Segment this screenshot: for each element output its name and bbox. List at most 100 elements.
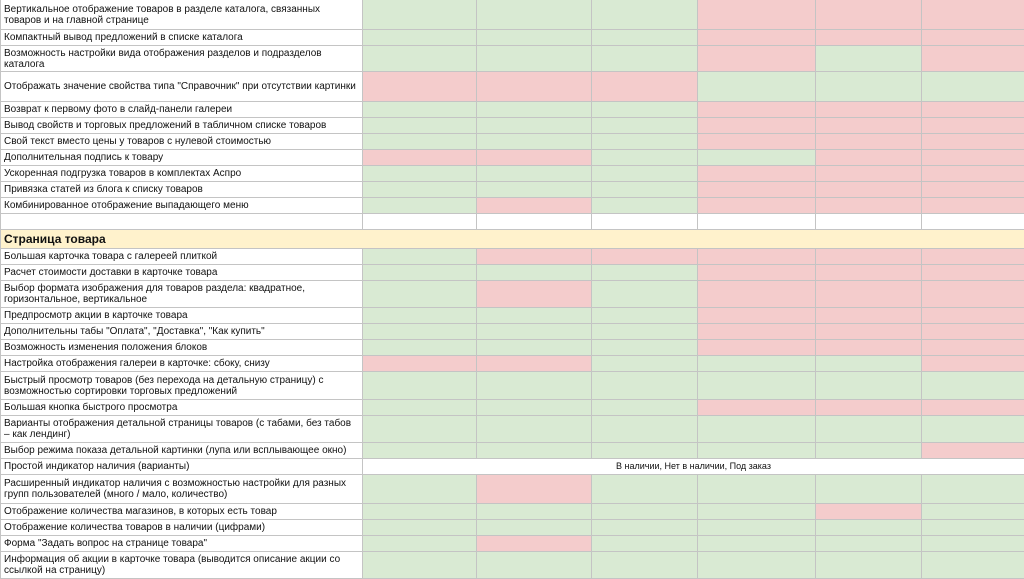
feature-no-cell[interactable] (592, 249, 698, 265)
feature-yes-cell[interactable] (816, 46, 922, 72)
feature-yes-cell[interactable] (477, 166, 592, 182)
feature-label[interactable]: Ускоренная подгрузка товаров в комплекта… (1, 166, 363, 182)
feature-yes-cell[interactable] (592, 520, 698, 536)
feature-no-cell[interactable] (816, 198, 922, 214)
feature-yes-cell[interactable] (363, 536, 477, 552)
feature-yes-cell[interactable] (363, 443, 477, 459)
feature-no-cell[interactable] (922, 400, 1024, 416)
feature-no-cell[interactable] (816, 340, 922, 356)
feature-yes-cell[interactable] (477, 372, 592, 400)
feature-yes-cell[interactable] (816, 520, 922, 536)
feature-no-cell[interactable] (477, 536, 592, 552)
feature-yes-cell[interactable] (698, 372, 816, 400)
feature-yes-cell[interactable] (922, 520, 1024, 536)
section-title[interactable]: Страница товара (1, 230, 1024, 249)
feature-yes-cell[interactable] (592, 443, 698, 459)
feature-label[interactable]: Информация об акции в карточке товара (в… (1, 552, 363, 579)
feature-label[interactable] (1, 214, 363, 230)
feature-no-cell[interactable] (698, 308, 816, 324)
feature-no-cell[interactable] (816, 324, 922, 340)
feature-yes-cell[interactable] (477, 0, 592, 30)
feature-yes-cell[interactable] (363, 324, 477, 340)
feature-no-cell[interactable] (698, 249, 816, 265)
empty-cell[interactable] (477, 214, 592, 230)
feature-yes-cell[interactable] (477, 265, 592, 281)
feature-no-cell[interactable] (816, 166, 922, 182)
feature-no-cell[interactable] (816, 134, 922, 150)
feature-yes-cell[interactable] (363, 416, 477, 443)
feature-yes-cell[interactable] (698, 443, 816, 459)
feature-yes-cell[interactable] (816, 372, 922, 400)
feature-yes-cell[interactable] (592, 198, 698, 214)
feature-yes-cell[interactable] (363, 400, 477, 416)
feature-yes-cell[interactable] (816, 72, 922, 102)
feature-yes-cell[interactable] (922, 552, 1024, 579)
feature-no-cell[interactable] (816, 150, 922, 166)
feature-no-cell[interactable] (698, 102, 816, 118)
feature-label[interactable]: Отображение количества товаров в наличии… (1, 520, 363, 536)
feature-yes-cell[interactable] (592, 356, 698, 372)
feature-no-cell[interactable] (363, 150, 477, 166)
feature-yes-cell[interactable] (592, 265, 698, 281)
feature-yes-cell[interactable] (592, 552, 698, 579)
feature-no-cell[interactable] (477, 281, 592, 308)
feature-no-cell[interactable] (698, 400, 816, 416)
feature-no-cell[interactable] (922, 150, 1024, 166)
feature-no-cell[interactable] (922, 308, 1024, 324)
feature-no-cell[interactable] (698, 324, 816, 340)
feature-yes-cell[interactable] (698, 475, 816, 504)
feature-yes-cell[interactable] (363, 340, 477, 356)
feature-yes-cell[interactable] (816, 475, 922, 504)
feature-no-cell[interactable] (816, 30, 922, 46)
feature-yes-cell[interactable] (592, 166, 698, 182)
feature-label[interactable]: Вывод свойств и торговых предложений в т… (1, 118, 363, 134)
feature-label[interactable]: Расчет стоимости доставки в карточке тов… (1, 265, 363, 281)
feature-no-cell[interactable] (922, 281, 1024, 308)
feature-no-cell[interactable] (922, 443, 1024, 459)
empty-cell[interactable] (363, 214, 477, 230)
feature-label[interactable]: Простой индикатор наличия (варианты) (1, 459, 363, 475)
feature-no-cell[interactable] (698, 265, 816, 281)
feature-label[interactable]: Возможность изменения положения блоков (1, 340, 363, 356)
feature-no-cell[interactable] (698, 198, 816, 214)
feature-yes-cell[interactable] (592, 372, 698, 400)
feature-yes-cell[interactable] (477, 443, 592, 459)
feature-no-cell[interactable] (698, 46, 816, 72)
feature-no-cell[interactable] (816, 249, 922, 265)
feature-yes-cell[interactable] (592, 340, 698, 356)
feature-yes-cell[interactable] (363, 166, 477, 182)
feature-yes-cell[interactable] (477, 520, 592, 536)
feature-no-cell[interactable] (816, 400, 922, 416)
feature-yes-cell[interactable] (477, 102, 592, 118)
feature-no-cell[interactable] (922, 118, 1024, 134)
feature-no-cell[interactable] (922, 340, 1024, 356)
feature-yes-cell[interactable] (477, 416, 592, 443)
feature-yes-cell[interactable] (698, 356, 816, 372)
feature-yes-cell[interactable] (363, 308, 477, 324)
feature-yes-cell[interactable] (592, 30, 698, 46)
feature-no-cell[interactable] (698, 340, 816, 356)
feature-yes-cell[interactable] (592, 416, 698, 443)
feature-yes-cell[interactable] (592, 475, 698, 504)
feature-label[interactable]: Комбинированное отображение выпадающего … (1, 198, 363, 214)
feature-label[interactable]: Расширенный индикатор наличия с возможно… (1, 475, 363, 504)
feature-yes-cell[interactable] (477, 340, 592, 356)
feature-yes-cell[interactable] (592, 400, 698, 416)
feature-no-cell[interactable] (592, 72, 698, 102)
feature-no-cell[interactable] (816, 308, 922, 324)
feature-yes-cell[interactable] (477, 30, 592, 46)
feature-label[interactable]: Возврат к первому фото в слайд-панели га… (1, 102, 363, 118)
feature-no-cell[interactable] (698, 134, 816, 150)
feature-label[interactable]: Отображение количества магазинов, в кото… (1, 504, 363, 520)
feature-no-cell[interactable] (477, 249, 592, 265)
feature-no-cell[interactable] (698, 166, 816, 182)
feature-yes-cell[interactable] (477, 552, 592, 579)
feature-yes-cell[interactable] (922, 72, 1024, 102)
feature-yes-cell[interactable] (592, 150, 698, 166)
feature-no-cell[interactable] (816, 265, 922, 281)
feature-no-cell[interactable] (363, 356, 477, 372)
feature-yes-cell[interactable] (922, 536, 1024, 552)
feature-yes-cell[interactable] (698, 150, 816, 166)
feature-yes-cell[interactable] (698, 520, 816, 536)
empty-cell[interactable] (592, 214, 698, 230)
